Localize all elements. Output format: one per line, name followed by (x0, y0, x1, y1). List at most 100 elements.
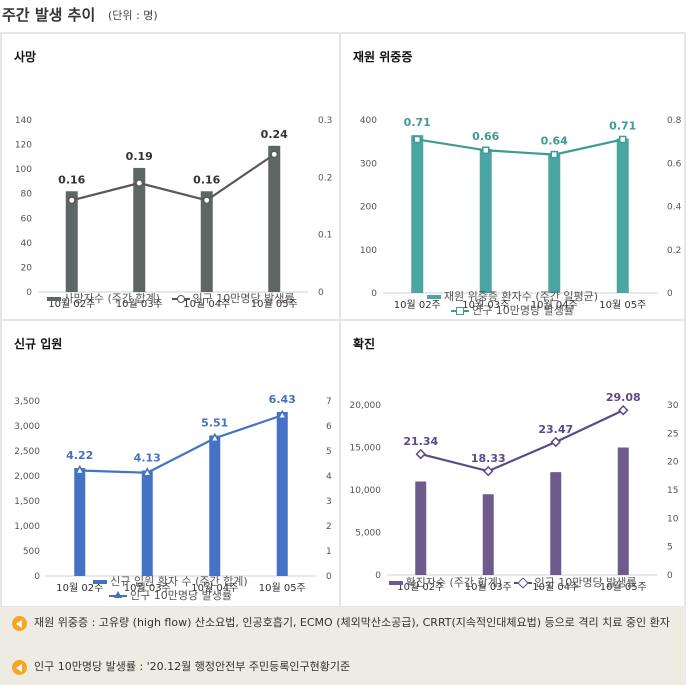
x-tick-label: 10월 02주 (48, 298, 95, 310)
point-marker (135, 179, 144, 188)
y-left-tick-label: 0 (26, 288, 32, 298)
data-label: 0.19 (126, 150, 153, 163)
x-tick-label: 10월 05주 (599, 299, 646, 311)
unit-label: (단위 : 명) (108, 9, 158, 22)
y-left-tick-label: 120 (15, 141, 32, 151)
admission-chart-svg: 0 500 1,000 1,500 2,000 2,500 3,000 3,500 0 1 2 3 4 5… (14, 393, 332, 594)
x-tick-label: 10월 03주 (116, 298, 163, 310)
legend-bar-label: 재원 위중증 환자수 (주간 일평균) (443, 290, 599, 303)
point-marker (270, 150, 279, 159)
chart-legend: 확진자수 (주간 합계) 인구 10만명당 발생률 (341, 576, 684, 590)
footnotes: 재원 위중증 : 고유량 (high flow) 산소요법, 인공호흡기, EC… (0, 607, 686, 685)
footnote-text: 재원 위중증 : 고유량 (high flow) 산소요법, 인공호흡기, EC… (34, 616, 670, 629)
legend-line-item: 인구 10만명당 발생률 (2, 589, 339, 603)
bar (548, 153, 561, 293)
legend-bar-label: 신규 입원 환자 수 (주간 합계) (110, 575, 248, 588)
series-line (71, 153, 275, 202)
x-tick-label: 10월 05주 (259, 582, 306, 594)
y-right-tick-label: 0.6 (667, 159, 682, 169)
bar (276, 412, 288, 576)
point-marker (619, 135, 627, 144)
legend-line-swatch (109, 591, 128, 601)
data-label: 0.16 (58, 173, 85, 186)
bar (479, 148, 492, 293)
y-left-tick-label: 5,000 (355, 529, 381, 539)
data-label: 23.47 (538, 423, 573, 436)
y-left-tick-label: 60 (21, 214, 33, 224)
chart-title: 확진 (353, 337, 376, 351)
y-right-tick-label: 4 (326, 472, 332, 482)
legend-line-label: 인구 10만명당 발생률 (192, 292, 295, 305)
bar (268, 145, 281, 292)
data-label: 29.08 (606, 391, 641, 404)
y-left-tick-label: 0 (375, 571, 381, 581)
x-tick-label: 10월 04주 (531, 299, 578, 311)
x-tick-label: 10월 03주 (465, 581, 512, 593)
x-tick-label: 10월 02주 (394, 299, 441, 311)
point-marker (415, 448, 427, 460)
legend-line-item: 인구 10만명당 발생률 (513, 576, 637, 590)
y-left-tick-label: 1,000 (14, 522, 40, 532)
y-right-tick-label: 25 (667, 429, 678, 439)
severe-chart-svg: 0 100 200 300 400 0 0.2 0.4 0.6 0.8 10월 02주 10월 03주… (360, 116, 682, 311)
y-left-tick-label: 10,000 (350, 486, 382, 496)
y-right-tick-label: 0.2 (667, 246, 681, 256)
x-tick-label: 10월 03주 (462, 299, 509, 311)
y-right-tick-label: 0.3 (318, 116, 332, 126)
chart-panel-admission: 신규 입원 0 500 1,000 1,500 2,000 2,500 3,000 3,500… (2, 321, 339, 606)
bar (617, 447, 629, 575)
legend-line-label: 인구 10만명당 발생률 (130, 589, 232, 602)
y-left-tick-label: 20,000 (350, 401, 382, 411)
data-label: 5.51 (201, 417, 228, 430)
x-tick-label: 10월 05주 (251, 298, 298, 310)
confirmed-chart-svg: 0 5,000 10,000 15,000 20,000 0 5 10 15 20 25 30 10월 … (350, 391, 679, 593)
y-right-tick-label: 10 (667, 514, 679, 524)
legend-bar-item: 사망자수 (주간 합계) (46, 292, 160, 306)
y-right-tick-label: 0.4 (667, 203, 682, 213)
y-left-tick-label: 100 (360, 246, 377, 256)
legend-line-item: 인구 10만명당 발생률 (341, 304, 684, 318)
data-label: 0.66 (472, 130, 499, 143)
data-label: 6.43 (269, 393, 296, 406)
legend-bar-swatch (93, 580, 108, 584)
y-right-tick-label: 0 (667, 289, 673, 299)
footnote-text: 인구 10만명당 발생률 : '20.12월 행정안전부 주민등록인구현황기준 (34, 660, 351, 673)
point-marker (617, 404, 629, 416)
legend-bar-item: 신규 입원 환자 수 (주간 합계) (2, 575, 339, 589)
point-marker (413, 135, 421, 144)
y-right-tick-label: 5 (326, 447, 332, 457)
chart-grid: 사망 0 20 40 60 80 100 120 140 0 0.1 0.2 0.3 10월 02주 10… (0, 32, 686, 607)
point-marker (202, 196, 211, 205)
chart-panel-confirmed: 확진 0 5,000 10,000 15,000 20,000 0 5 10 15 20 25 30 1… (341, 321, 684, 606)
y-right-tick-label: 6 (326, 422, 332, 432)
y-left-tick-label: 80 (21, 190, 33, 200)
y-right-tick-label: 7 (326, 397, 332, 407)
y-right-tick-label: 0.8 (667, 116, 682, 126)
legend-bar-swatch (46, 297, 61, 301)
bar (141, 470, 153, 576)
chart-panel-death: 사망 0 20 40 60 80 100 120 140 0 0.1 0.2 0.3 10월 02주 10… (2, 34, 339, 319)
y-right-tick-label: 0 (326, 572, 332, 582)
y-right-tick-label: 0 (667, 571, 673, 581)
legend-bar-swatch (426, 295, 441, 299)
x-tick-label: 10월 04주 (183, 298, 230, 310)
y-left-tick-label: 3,500 (14, 397, 40, 407)
y-right-tick-label: 30 (667, 401, 679, 411)
bar (415, 481, 427, 575)
bar (133, 167, 146, 292)
speaker-icon (12, 660, 27, 675)
y-left-tick-label: 20 (21, 263, 33, 273)
series-line (417, 138, 623, 156)
chart-legend: 신규 입원 환자 수 (주간 합계) 인구 10만명당 발생률 (2, 575, 339, 603)
data-label: 0.71 (404, 116, 431, 129)
legend-line-label: 인구 10만명당 발생률 (472, 304, 574, 317)
speaker-icon (12, 616, 27, 631)
point-marker (74, 464, 85, 475)
data-label: 0.24 (261, 128, 288, 141)
y-left-tick-label: 500 (23, 547, 40, 557)
series-line (79, 414, 283, 474)
legend-bar-item: 재원 위중증 환자수 (주간 일평균) (341, 290, 684, 304)
chart-panel-severe: 재원 위중증 0 100 200 300 400 0 0.2 0.4 0.6 0.8 10월 02주… (341, 34, 684, 319)
bar (74, 468, 86, 576)
point-marker (142, 467, 153, 477)
